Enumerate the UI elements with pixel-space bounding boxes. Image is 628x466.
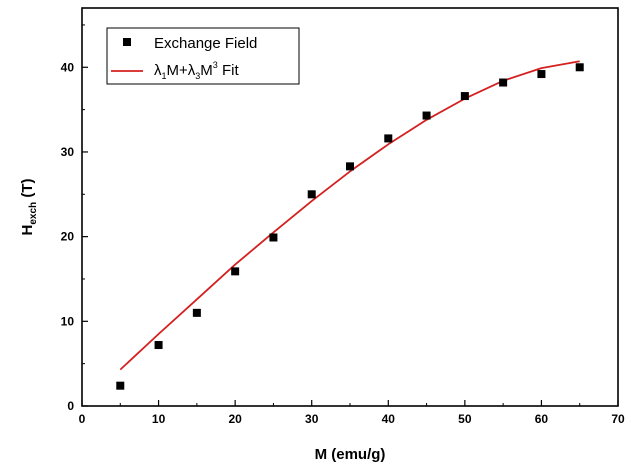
legend-marker-exchange-field	[123, 38, 131, 46]
data-point	[269, 233, 278, 242]
legend-fit-mid2: M	[200, 62, 213, 79]
legend-fit-sub1: 1	[162, 71, 167, 81]
x-tick-label: 50	[458, 412, 472, 426]
legend-fit-sub2: 3	[195, 71, 200, 81]
legend: Exchange Field λ1M+λ3M3 Fit	[106, 27, 300, 85]
data-point	[307, 190, 316, 199]
ticks-group	[81, 24, 619, 407]
fit-line	[119, 60, 580, 371]
x-tick-label: 60	[535, 412, 549, 426]
data-point	[460, 92, 469, 101]
x-tick-label: 10	[152, 412, 166, 426]
legend-fit-end: Fit	[218, 62, 240, 79]
data-point	[231, 267, 240, 276]
data-point	[192, 308, 201, 317]
series-layer	[116, 60, 584, 390]
x-tick-label: 30	[305, 412, 319, 426]
data-point	[116, 381, 125, 390]
data-point	[537, 70, 546, 79]
legend-box	[106, 27, 300, 85]
y-axis-title-sub: exch	[28, 202, 39, 225]
y-tick-label: 20	[61, 230, 75, 244]
data-point	[422, 111, 431, 120]
data-point	[384, 134, 393, 143]
x-tick-label: 70	[611, 412, 625, 426]
legend-fit-lambda1: λ	[154, 62, 162, 79]
y-axis-title-main: H	[19, 225, 36, 236]
data-point	[499, 78, 508, 87]
y-tick-label: 30	[61, 145, 75, 159]
y-tick-label: 40	[61, 60, 75, 74]
legend-label-fit: λ1M+λ3M3 Fit	[154, 60, 239, 81]
y-axis-title-unit: (T)	[19, 179, 36, 202]
legend-label-exchange-field: Exchange Field	[154, 35, 257, 52]
y-axis-title: Hexch (T)	[19, 179, 39, 236]
y-tick-label: 0	[67, 399, 74, 413]
x-tick-label: 40	[382, 412, 396, 426]
x-axis-title: M (emu/g)	[315, 446, 386, 463]
legend-fit-mid1: M+λ	[167, 62, 196, 79]
legend-fit-sup: 3	[213, 60, 218, 70]
data-point	[154, 341, 163, 350]
y-tick-label: 10	[61, 314, 75, 328]
x-tick-label: 0	[79, 412, 86, 426]
tick-labels-group: 0 10 20 30 40 50 60 70 0 10 20 30 40	[61, 60, 625, 426]
data-point	[346, 162, 354, 171]
data-point	[575, 63, 584, 72]
x-tick-label: 20	[228, 412, 242, 426]
